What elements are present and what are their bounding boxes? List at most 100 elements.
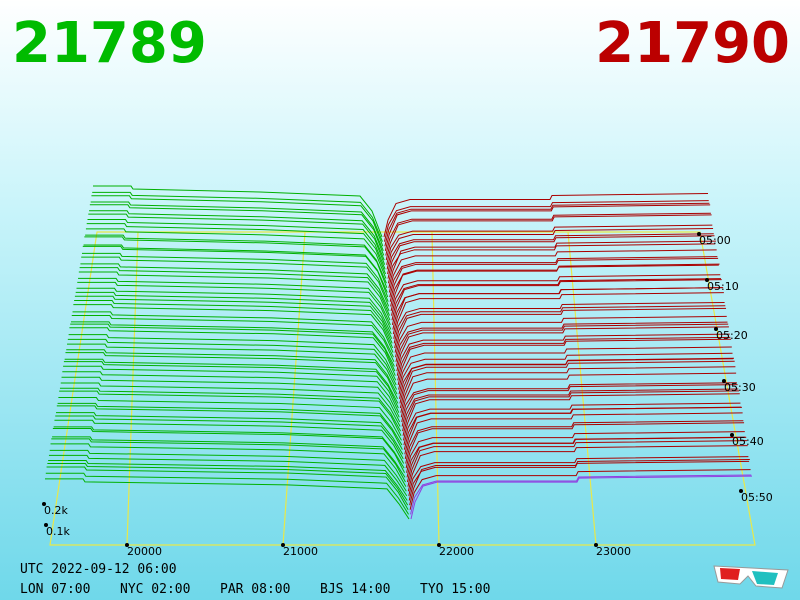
ask-depth-line [384,202,710,247]
ask-depth-line [383,200,709,242]
time-tick [714,327,718,331]
ask-depth-line [404,412,743,460]
ask-depth-line [389,256,718,298]
price-grid [567,231,597,546]
bid-depth-line [56,412,404,455]
bid-depth-line [81,252,389,302]
bid-depth-line [73,304,394,353]
bid-depth-line [77,281,392,330]
bid-depth-line [76,287,392,335]
bid-depth-line [85,228,387,279]
ask-depth-line [391,274,721,316]
volume-label: 0.2k [44,504,68,517]
price-tick [594,543,598,547]
price-grid [126,231,139,546]
bid-depth-line [55,415,404,460]
bid-depth-line [75,291,393,339]
ask-depth-line [388,249,717,293]
time-label: 05:40 [732,435,764,448]
price-tick [281,543,285,547]
bid-depth-line [64,358,399,404]
bid-depth-line [78,271,391,321]
bid-depth-line [74,299,394,349]
ask-depth-line [388,240,716,288]
ask-depth-line [398,352,733,395]
glasses-icon [713,565,789,589]
ask-depth-line [401,382,737,423]
bid-depth-line [68,334,397,381]
ask-depth-line [396,326,729,372]
bid-depth-line [67,338,397,386]
bid-depth-line [67,343,398,390]
bid-price: 21789 [12,11,207,76]
bid-depth-line [85,234,387,284]
floor-outline [49,231,756,546]
utc-time: UTC 2022-09-12 06:00 [20,562,177,577]
time-tick [730,433,734,437]
ask-depth-line [395,315,727,358]
time-label: 05:20 [716,329,748,342]
bid-depth-line [63,361,399,409]
ask-depth-line [407,440,747,487]
time-tick [739,489,743,493]
ask-depth-line [400,372,737,418]
ask-depth-line [399,357,734,404]
bid-depth-line [47,462,409,506]
clock-label: PAR 08:00 [220,582,290,597]
bid-depth-line [65,352,398,400]
bid-depth-line [52,428,406,474]
volume-tick [44,523,48,527]
bid-depth-line [52,436,406,478]
bid-depth-line [89,210,385,261]
ask-depth-line [398,346,732,390]
time-tick [697,232,701,236]
bid-depth-line [84,236,388,289]
ask-depth-line [404,406,742,455]
ask-depth-line [401,384,738,427]
ask-depth-line [390,263,720,312]
ask-depth-line [389,257,719,302]
bid-depth-line [51,438,406,483]
bid-depth-line [92,191,383,242]
ask-depth-line [386,227,714,270]
ask-depth-line [409,458,750,506]
ask-depth-line [387,233,714,275]
ask-depth-line [402,388,739,432]
bid-depth-line [91,195,384,247]
bid-depth-line [56,405,403,450]
bid-depth-line [46,466,409,511]
bid-depth-line [50,443,407,487]
bid-depth-line [79,267,390,316]
bid-depth-line [48,454,408,497]
ask-depth-line [397,338,732,386]
time-label: 05:30 [724,381,756,394]
bid-depth-line [90,201,384,252]
bid-depth-line [66,349,398,395]
volume-tick [42,502,46,506]
bid-depth-line [60,382,401,427]
bid-depth-line [88,213,386,265]
ask-depth-line [408,456,749,496]
time-label: 05:10 [707,280,739,293]
bid-depth-line [45,472,409,515]
ask-depth-line [394,307,727,353]
ask-depth-line [391,279,722,325]
ask-depth-line [410,475,753,520]
bid-depth-line [63,365,400,413]
bid-depth-line [61,376,401,423]
price-label: 23000 [596,545,631,558]
ask-depth-line [405,420,744,464]
bid-depth-line [74,295,393,344]
bid-depth-line [53,426,405,469]
ask-depth-line [386,224,713,265]
bid-depth-line [62,371,400,418]
bid-depth-line [59,390,402,437]
bid-depth-line [80,263,390,312]
price-tick [125,543,129,547]
time-tick [722,379,726,383]
bid-depth-line [78,277,391,326]
ask-depth-line [410,474,752,515]
bid-depth-line [93,185,383,238]
bid-depth-line [87,219,386,270]
